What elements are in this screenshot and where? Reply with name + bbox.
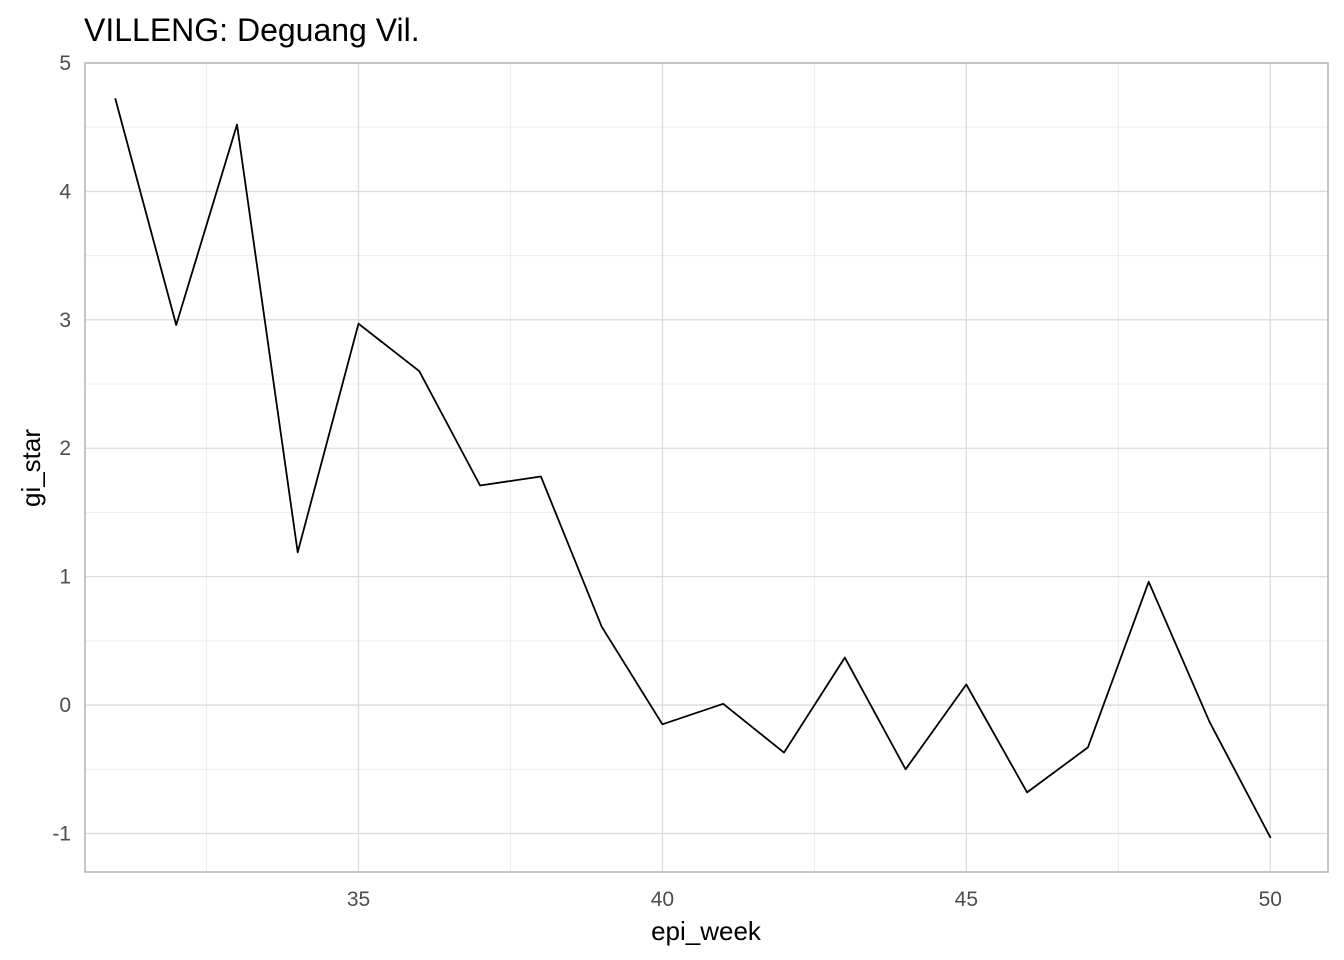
data-point (1269, 836, 1271, 838)
x-tick-label: 45 (955, 888, 978, 911)
data-point (297, 551, 299, 553)
data-point (905, 768, 907, 770)
data-point (236, 124, 238, 126)
plot-frame (84, 62, 1329, 873)
x-axis-title: epi_week (651, 916, 762, 946)
y-tick-label: 5 (59, 52, 71, 75)
y-axis-ticks: -1 0 1 2 3 4 5 (52, 52, 71, 845)
data-point (1148, 581, 1150, 583)
minor-gridlines (85, 63, 1328, 872)
y-tick-label: 0 (59, 694, 71, 717)
y-tick-label: 1 (59, 566, 71, 589)
y-tick-label: 3 (59, 309, 71, 332)
y-tick-label: 4 (59, 180, 71, 203)
data-point (540, 475, 542, 477)
data-point (175, 324, 177, 326)
data-point (1087, 746, 1089, 748)
x-axis-ticks: 35 40 45 50 (347, 888, 1282, 911)
data-point (601, 626, 603, 628)
data-point (661, 723, 663, 725)
data-point (114, 98, 116, 100)
chart-title: VILLENG: Deguang Vil. (84, 12, 420, 48)
y-axis-title: gi_star (16, 429, 46, 507)
x-tick-label: 35 (347, 888, 370, 911)
data-point (783, 752, 785, 754)
data-point (844, 657, 846, 659)
y-tick-label: -1 (52, 822, 71, 845)
data-point (358, 323, 360, 325)
data-point (965, 684, 967, 686)
y-tick-label: 2 (59, 437, 71, 460)
data-point (1208, 721, 1210, 723)
data-point (418, 370, 420, 372)
data-point (479, 484, 481, 486)
data-point (722, 703, 724, 705)
x-tick-label: 40 (651, 888, 674, 911)
x-tick-label: 50 (1259, 888, 1282, 911)
data-point (1026, 791, 1028, 793)
series-line (114, 98, 1272, 839)
series-layer (114, 98, 1272, 839)
major-gridlines (85, 62, 1328, 872)
